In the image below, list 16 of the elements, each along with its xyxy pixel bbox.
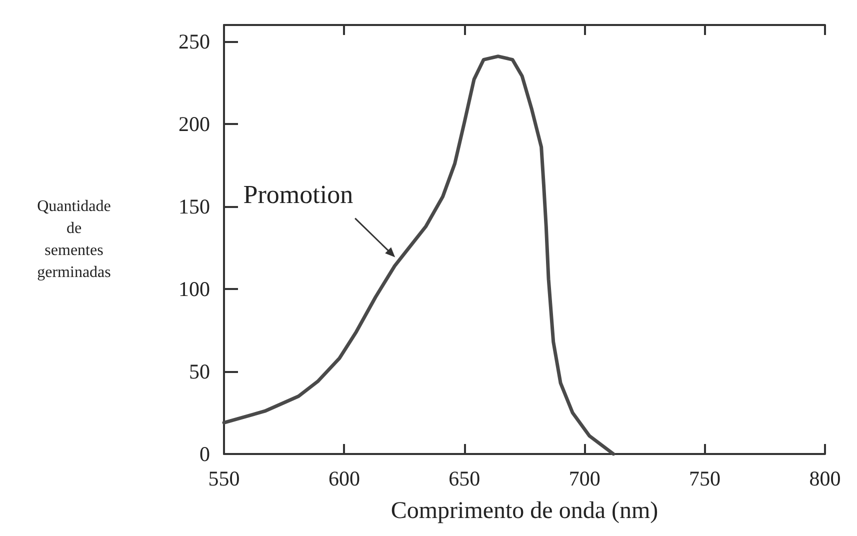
x-tick-label: 650 [448, 466, 480, 490]
x-axis-title: Comprimento de onda (nm) [390, 498, 658, 524]
y-tick-label: 100 [178, 277, 210, 301]
line-series [222, 54, 616, 456]
x-tick-label: 800 [809, 466, 841, 490]
x-tick-label: 600 [328, 466, 360, 490]
y-tick-label: 200 [178, 112, 210, 136]
x-tick-label: 750 [689, 466, 721, 490]
y-tick-label: 150 [178, 194, 210, 218]
x-tick-label: 700 [568, 466, 600, 490]
annotation: Promotion [243, 180, 354, 209]
x-tick-label: 550 [208, 466, 240, 490]
y-tick-label: 250 [178, 30, 210, 54]
y-axis-title: Quantidade de sementes germinadas [37, 198, 111, 281]
y-tick-label: 50 [189, 360, 210, 384]
y-tick-label: 0 [200, 442, 210, 466]
